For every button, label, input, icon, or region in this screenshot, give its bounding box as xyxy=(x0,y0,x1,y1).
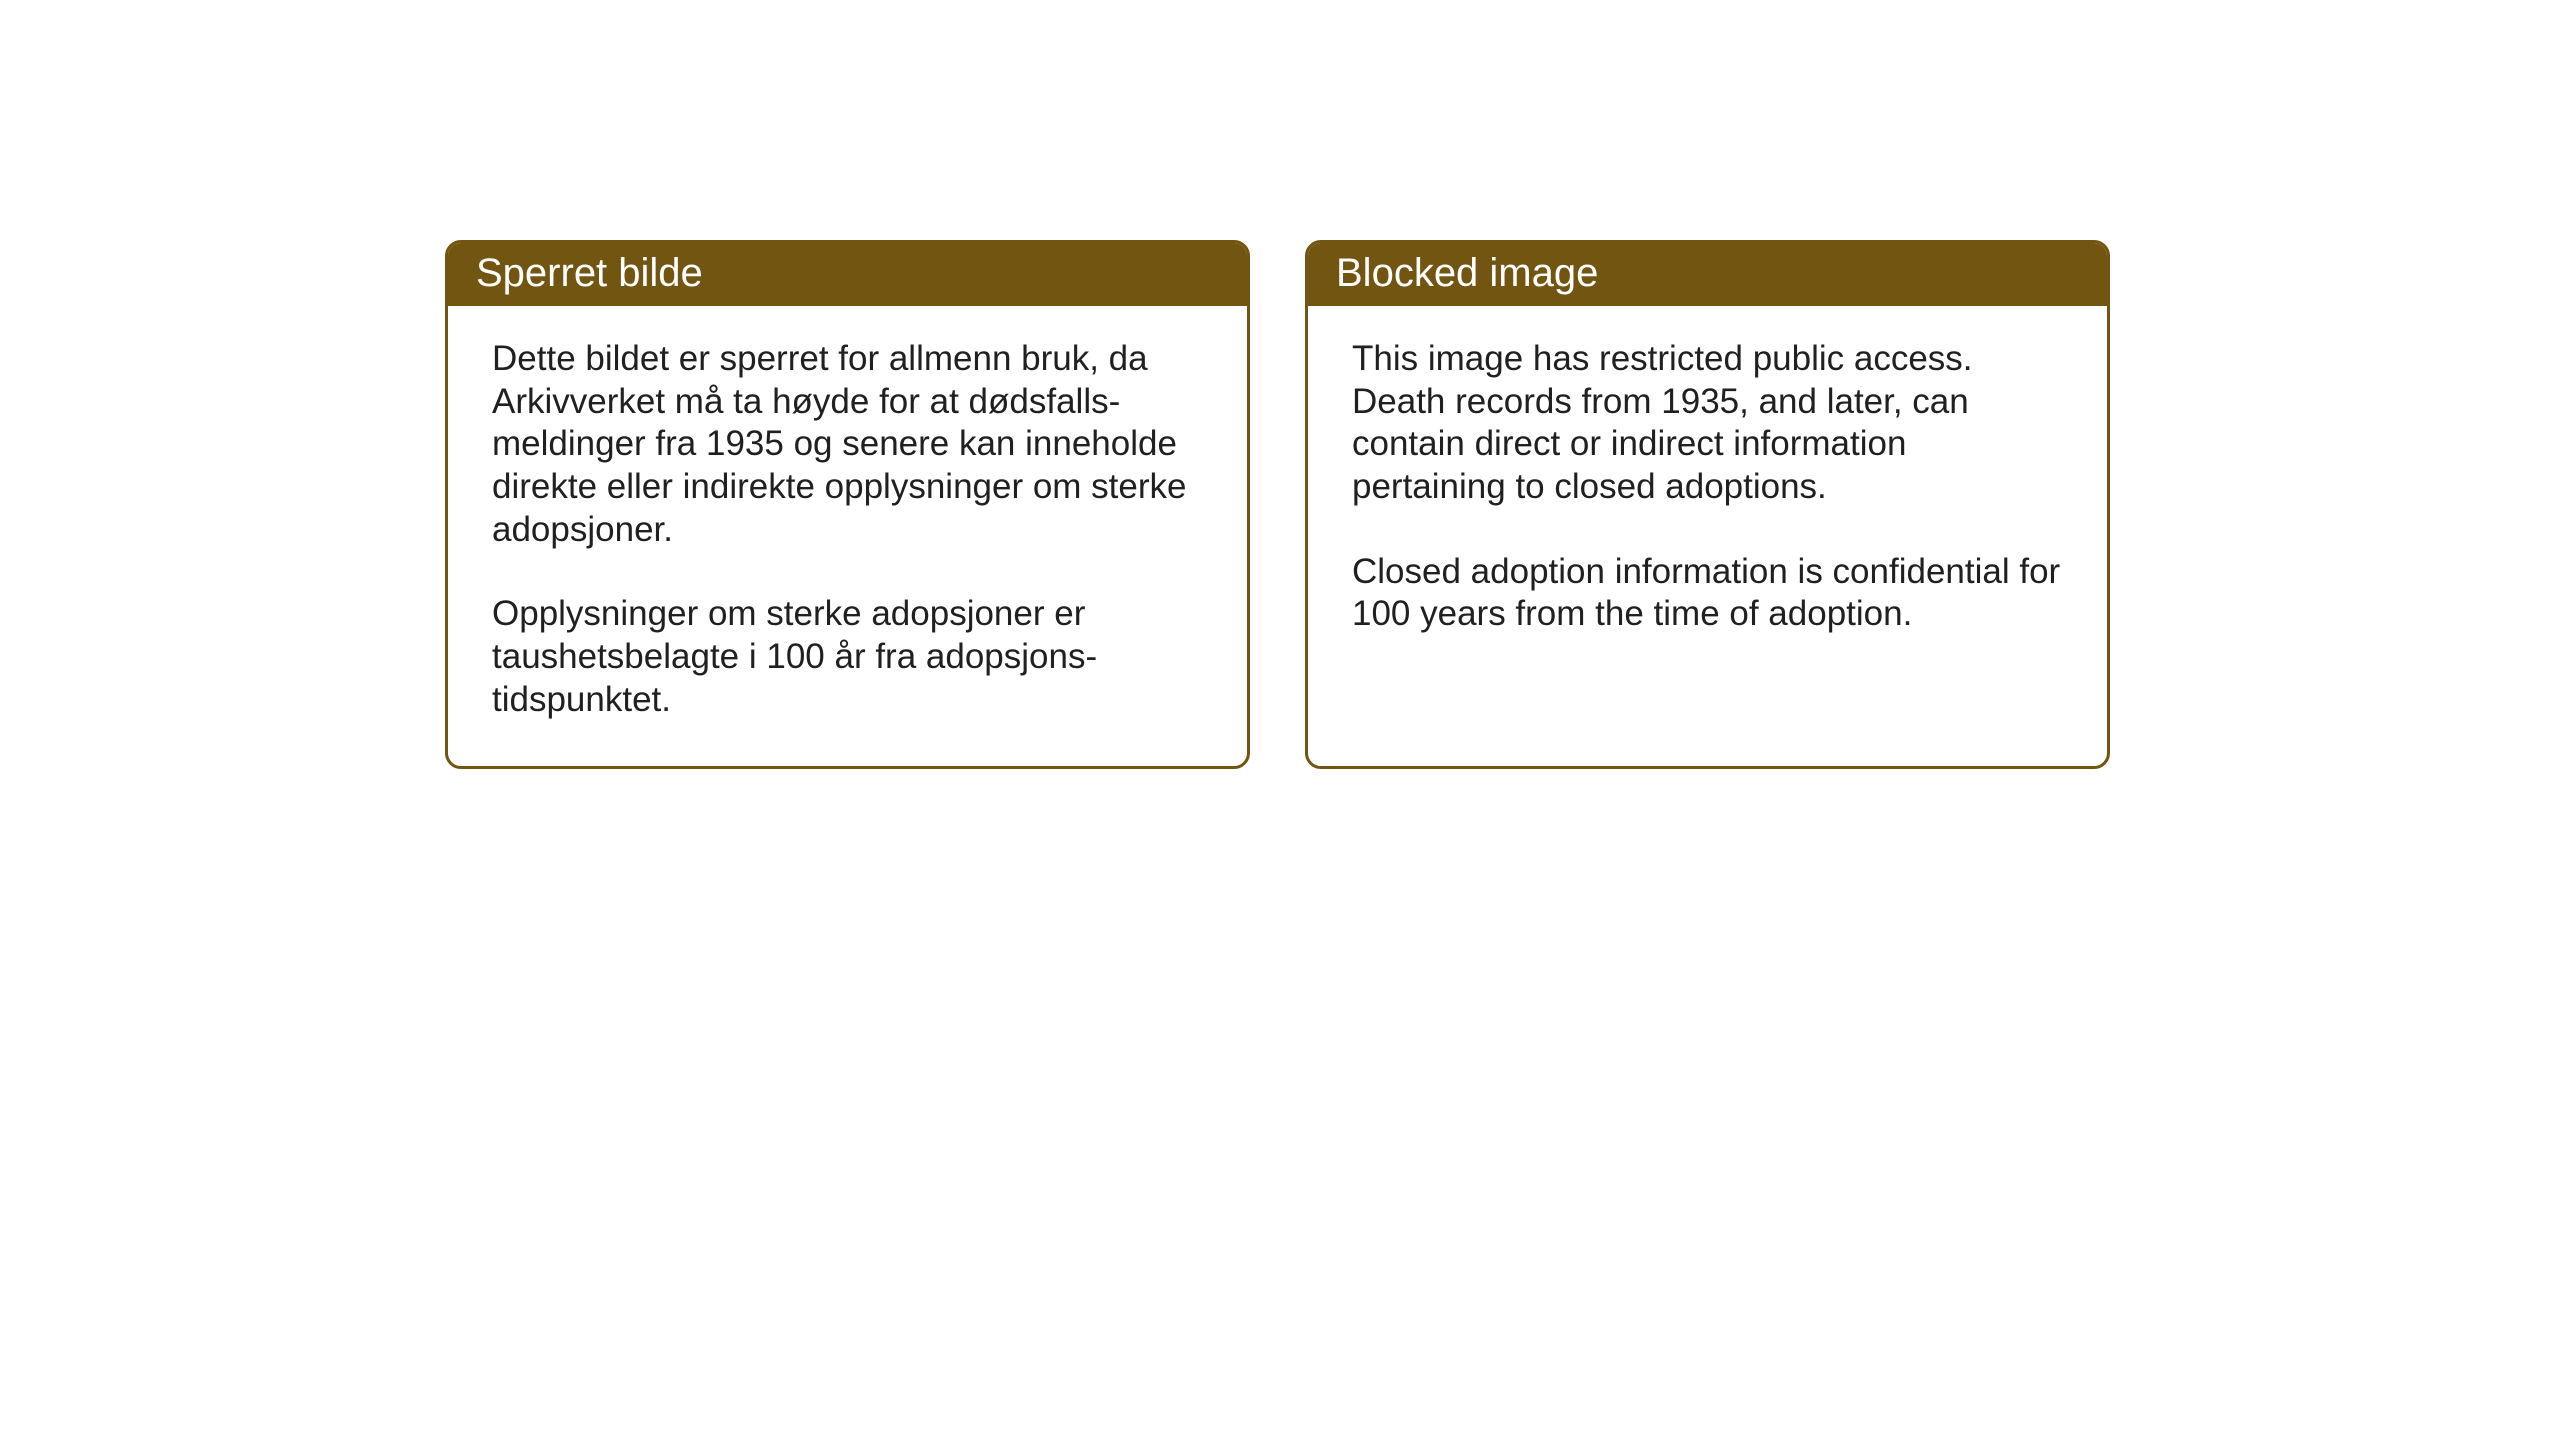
notice-paragraph-1-norwegian: Dette bildet er sperret for allmenn bruk… xyxy=(492,338,1203,551)
notice-title-english: Blocked image xyxy=(1336,251,1598,295)
notice-container: Sperret bilde Dette bildet er sperret fo… xyxy=(0,0,2560,769)
notice-header-english: Blocked image xyxy=(1308,243,2107,306)
notice-paragraph-2-norwegian: Opplysninger om sterke adopsjoner er tau… xyxy=(492,593,1203,721)
notice-card-norwegian: Sperret bilde Dette bildet er sperret fo… xyxy=(445,240,1250,769)
notice-body-english: This image has restricted public access.… xyxy=(1308,306,2107,680)
notice-header-norwegian: Sperret bilde xyxy=(448,243,1247,306)
notice-card-english: Blocked image This image has restricted … xyxy=(1305,240,2110,769)
notice-paragraph-1-english: This image has restricted public access.… xyxy=(1352,338,2063,509)
notice-paragraph-2-english: Closed adoption information is confident… xyxy=(1352,551,2063,636)
notice-body-norwegian: Dette bildet er sperret for allmenn bruk… xyxy=(448,306,1247,766)
notice-title-norwegian: Sperret bilde xyxy=(476,251,703,295)
